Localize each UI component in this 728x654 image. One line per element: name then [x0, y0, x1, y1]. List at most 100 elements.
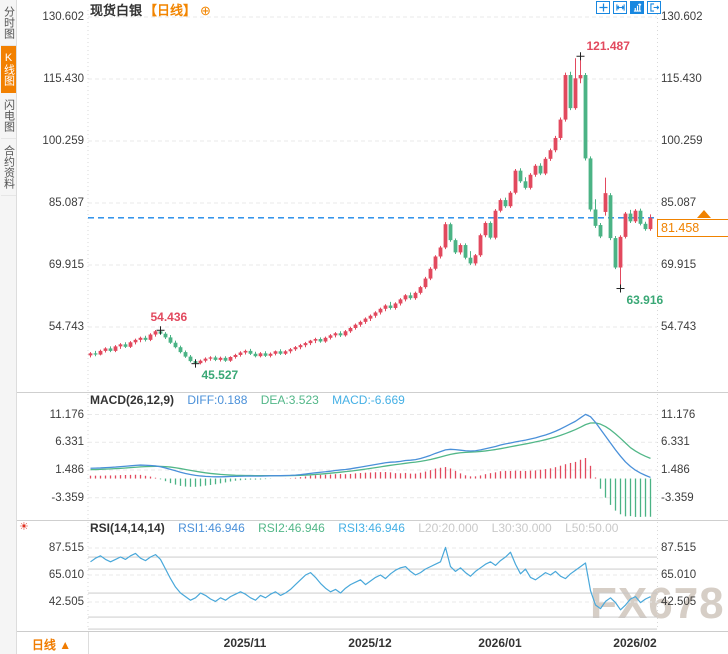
indicator-settings-icon[interactable]: ☀	[19, 521, 29, 533]
candle	[128, 342, 133, 347]
y-axis-label: 11.176	[661, 408, 696, 421]
candle	[483, 222, 488, 236]
sidebar-item-contract-info[interactable]: 合约资料	[0, 139, 16, 196]
candle	[628, 213, 633, 222]
candle	[488, 222, 493, 238]
candle	[123, 344, 128, 347]
candle	[343, 331, 348, 336]
rsi3-value: RSI3:46.946	[338, 521, 405, 535]
candle	[448, 224, 453, 241]
candle	[348, 327, 353, 332]
period-selector-button[interactable]: 日线 ▲	[31, 638, 72, 652]
y-axis-label: 130.602	[661, 11, 703, 23]
candle	[498, 200, 503, 211]
candle	[538, 165, 543, 174]
candle	[478, 235, 483, 256]
candle	[513, 170, 518, 193]
high-annotation: 121.487	[586, 39, 630, 54]
sidebar-item-lightning[interactable]: 闪电图	[0, 93, 16, 139]
candle	[288, 349, 293, 352]
candle	[638, 210, 643, 224]
y-axis-label: 85.087	[661, 197, 697, 209]
scale-y-icon[interactable]	[630, 1, 644, 14]
candle	[443, 224, 448, 248]
y-axis-label: 6.331	[55, 436, 84, 449]
rsi1-value: RSI1:46.946	[178, 521, 245, 535]
candle	[518, 170, 523, 182]
y-axis-label: 100.259	[661, 134, 703, 147]
scale-x-icon[interactable]	[613, 1, 627, 14]
candle	[543, 158, 548, 174]
y-axis-label: 1.486	[55, 464, 84, 477]
y-axis-label: 69.915	[48, 259, 84, 271]
candle	[323, 337, 328, 342]
y-axis-label: 87.515	[661, 542, 697, 554]
y-axis-label: -3.359	[51, 491, 84, 504]
candle	[338, 333, 343, 336]
macd-label: MACD(26,12,9)	[90, 393, 175, 407]
candle	[273, 351, 278, 354]
candle	[213, 357, 218, 360]
candle	[493, 210, 498, 238]
watermark: FX678	[590, 579, 725, 628]
rsi-panel-header: RSI(14,14,14) RSI1:46.946 RSI2:46.946 RS…	[90, 521, 628, 535]
candle	[93, 353, 98, 355]
candle	[103, 348, 108, 351]
candle	[163, 333, 168, 338]
add-indicator-icon[interactable]: ⊕	[200, 3, 211, 18]
y-axis-label: 42.505	[661, 596, 697, 608]
candle	[243, 350, 248, 353]
candle	[138, 337, 143, 340]
y-axis-label: -3.359	[661, 491, 694, 504]
candle	[523, 181, 528, 188]
candle	[473, 255, 478, 264]
candle	[358, 321, 363, 325]
low-annotation: 45.527	[201, 367, 239, 382]
candle	[153, 331, 158, 335]
y-axis-label: 69.915	[661, 259, 697, 271]
y-axis-label: 130.602	[42, 11, 84, 23]
candle	[378, 308, 383, 313]
chart-toolbar	[596, 1, 661, 14]
candle	[613, 238, 618, 268]
candle	[203, 358, 208, 361]
sidebar-item-timeshare[interactable]: 分时图	[0, 0, 16, 46]
exit-icon[interactable]	[647, 1, 661, 14]
candle	[398, 299, 403, 304]
candle	[433, 256, 438, 269]
candle	[603, 193, 608, 212]
candle	[353, 324, 358, 328]
y-axis-label: 11.176	[49, 408, 84, 421]
candle	[98, 350, 103, 355]
candle	[428, 268, 433, 279]
crosshair-icon[interactable]	[596, 1, 610, 14]
sidebar-item-kline[interactable]: K线图	[0, 46, 16, 93]
sidebar: 分时图 K线图 闪电图 合约资料	[0, 0, 17, 654]
candle	[568, 75, 573, 109]
macd-panel-header: MACD(26,12,9) DIFF:0.188 DEA:3.523 MACD:…	[90, 393, 415, 407]
y-axis-label: 115.430	[661, 73, 702, 85]
candle	[208, 357, 213, 359]
candle	[253, 353, 258, 357]
macd-dea-value: DEA:3.523	[260, 393, 319, 407]
candle	[113, 346, 118, 351]
candle	[458, 245, 463, 253]
candle	[578, 75, 583, 79]
rsi-l50-value: L50:50.00	[565, 521, 619, 535]
candle	[528, 174, 533, 188]
high-annotation: 54.436	[150, 310, 188, 325]
candle	[623, 213, 628, 237]
candle	[118, 344, 123, 347]
candle	[308, 340, 313, 344]
y-axis-label: 100.259	[42, 134, 84, 147]
rsi-label: RSI(14,14,14)	[90, 521, 165, 535]
rsi2-value: RSI2:46.946	[258, 521, 325, 535]
candle	[218, 357, 223, 360]
candle	[188, 356, 193, 362]
last-price-badge: 81.458	[657, 219, 728, 237]
candle	[503, 200, 508, 207]
candle	[573, 78, 578, 109]
candle	[318, 339, 323, 342]
x-axis-label: 2025/11	[223, 636, 267, 650]
